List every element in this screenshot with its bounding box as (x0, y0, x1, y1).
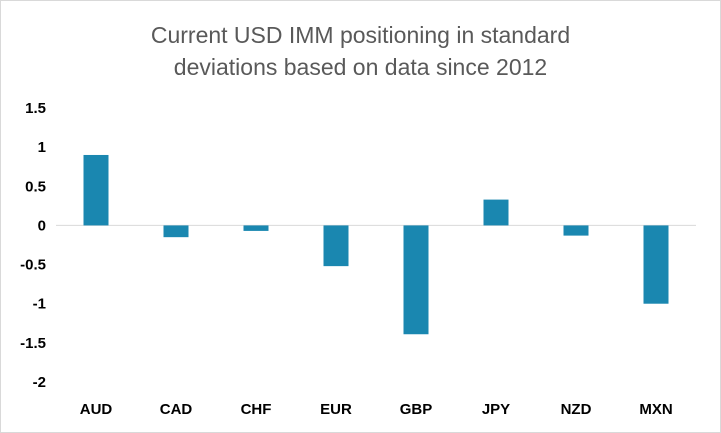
y-tick-label: -1.5 (20, 335, 46, 352)
x-tick-label: CHF (241, 401, 272, 418)
x-tick-label: AUD (80, 401, 113, 418)
x-tick-label: CAD (160, 401, 193, 418)
y-axis-ticks: 1.5 1 0.5 0 -0.5 -1 -1.5 -2 (20, 100, 46, 391)
bar-cad (163, 225, 189, 238)
chart-title-line-1: Current USD IMM positioning in standard (150, 22, 571, 48)
y-tick-label: -1 (33, 296, 46, 313)
bar-mxn (643, 225, 669, 304)
bar-jpy (483, 199, 509, 226)
bar-gbp (403, 225, 429, 335)
bars (83, 154, 669, 335)
x-tick-label: GBP (400, 401, 433, 418)
x-tick-label: EUR (320, 401, 352, 418)
y-tick-label: -0.5 (20, 257, 46, 274)
bar-aud (83, 154, 109, 226)
bar-nzd (563, 225, 589, 236)
bar-eur (323, 225, 349, 267)
y-tick-label: 0 (38, 217, 46, 234)
y-tick-label: 1.5 (25, 100, 46, 117)
chart-title: Current USD IMM positioning in standard … (0, 19, 721, 83)
x-tick-label: MXN (639, 401, 672, 418)
y-tick-label: 1 (38, 139, 46, 156)
x-axis-ticks: AUD CAD CHF EUR GBP JPY NZD MXN (80, 401, 673, 418)
chart-title-line-2: deviations based on data since 2012 (173, 54, 548, 80)
bar-chf (243, 225, 269, 231)
y-tick-label: -2 (33, 374, 46, 391)
x-tick-label: JPY (482, 401, 510, 418)
y-tick-label: 0.5 (25, 178, 46, 195)
x-tick-label: NZD (561, 401, 592, 418)
